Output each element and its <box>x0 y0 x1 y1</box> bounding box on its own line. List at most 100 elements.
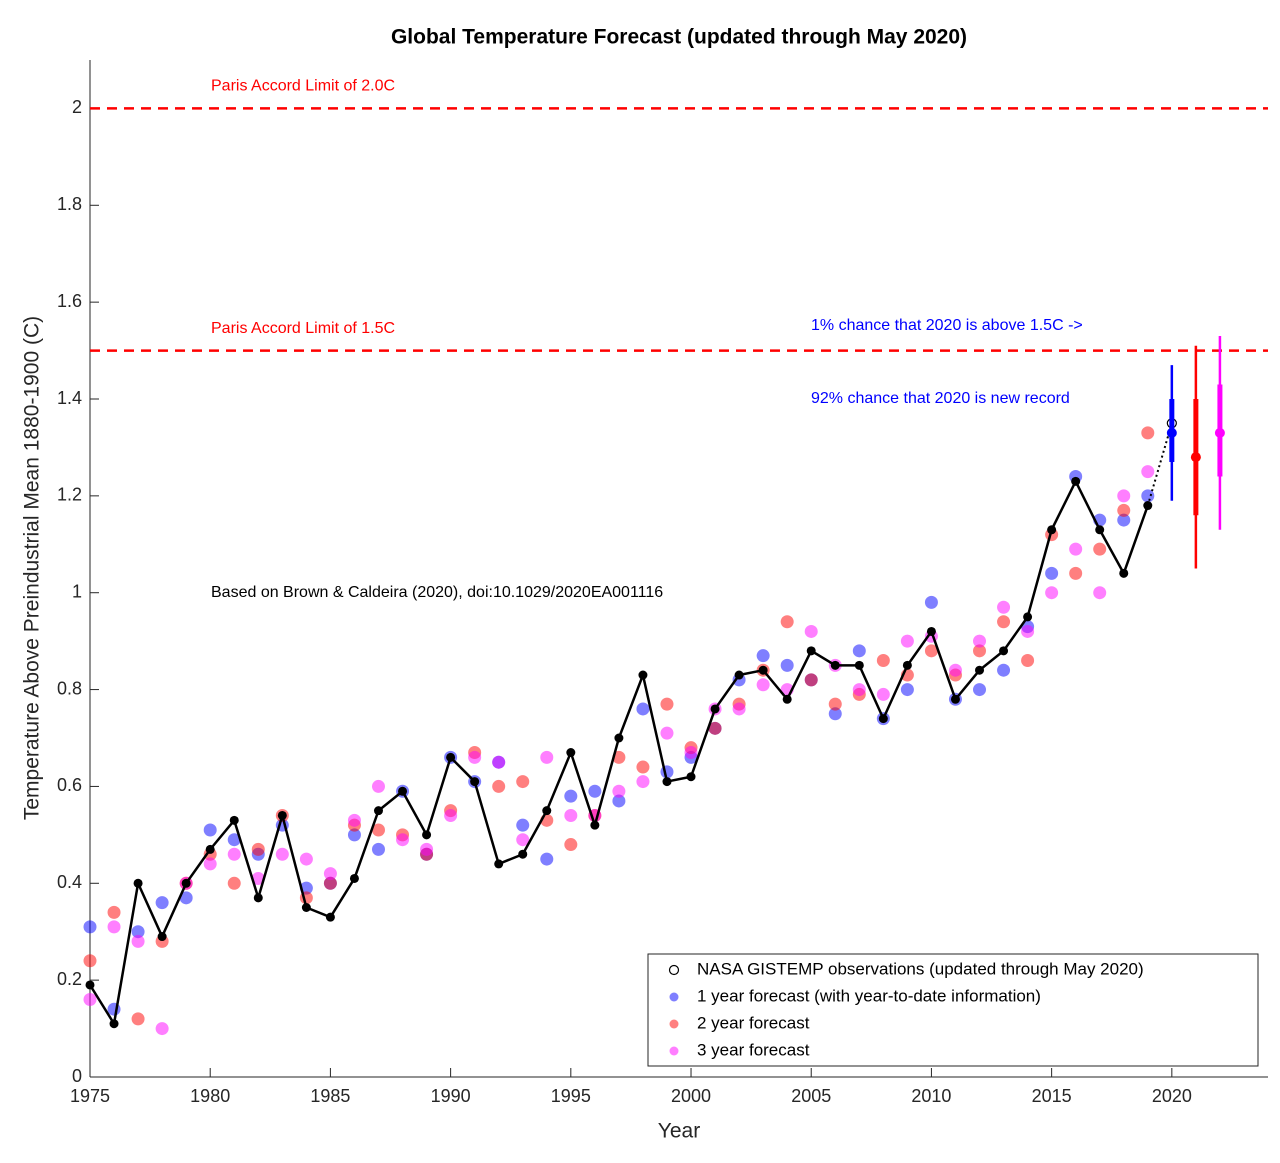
forecast-point <box>564 789 578 803</box>
forecast-point <box>1117 489 1131 503</box>
legend-marker <box>669 1019 679 1029</box>
forecast-point <box>564 838 578 852</box>
forecast-point <box>227 847 241 861</box>
forecast-point <box>1093 586 1107 600</box>
legend-label: 3 year forecast <box>697 1040 810 1059</box>
x-tick-label: 1995 <box>551 1086 591 1106</box>
forecast-point <box>444 808 458 822</box>
y-tick-label: 0.8 <box>57 678 82 698</box>
forecast-point <box>227 833 241 847</box>
annotation: Based on Brown & Caldeira (2020), doi:10… <box>211 584 663 601</box>
forecast-value <box>1166 427 1177 438</box>
observation-point <box>301 903 311 912</box>
forecast-point <box>1093 542 1107 556</box>
legend-box <box>647 953 1259 1067</box>
forecast-point <box>203 823 217 837</box>
forecast-point <box>973 683 987 697</box>
forecast-point <box>396 833 410 847</box>
reference-label: Paris Accord Limit of 2.0C <box>211 78 395 95</box>
observation-point <box>181 878 191 888</box>
forecast-point <box>780 658 794 672</box>
forecast-point <box>540 852 554 866</box>
forecast-point <box>1117 503 1131 517</box>
y-tick-label: 0 <box>72 1066 82 1086</box>
forecast-point <box>636 775 650 789</box>
observation-point <box>566 748 576 758</box>
chart-title: Global Temperature Forecast (updated thr… <box>391 26 967 49</box>
forecast-point <box>876 687 890 701</box>
forecast-point <box>203 857 217 871</box>
observation-point <box>1047 525 1057 535</box>
forecast-point <box>371 823 385 837</box>
x-tick-label: 2020 <box>1152 1086 1192 1106</box>
x-tick-label: 2015 <box>1032 1086 1072 1106</box>
forecast-point <box>420 842 434 856</box>
observation-point <box>878 714 888 724</box>
observation-point <box>422 830 432 840</box>
observation-point <box>109 1019 119 1029</box>
x-tick-label: 1985 <box>310 1086 350 1106</box>
forecast-point <box>155 896 169 910</box>
forecast-point <box>227 876 241 890</box>
forecast-point <box>516 818 530 832</box>
observation-point <box>1071 476 1081 486</box>
forecast-point <box>323 867 337 881</box>
forecast-point <box>516 775 530 789</box>
forecast-value <box>1190 452 1201 463</box>
forecast-point <box>347 813 361 827</box>
legend-label: 1 year forecast (with year-to-date infor… <box>697 986 1041 1005</box>
x-tick-label: 2000 <box>671 1086 711 1106</box>
forecast-point <box>997 615 1011 629</box>
forecast-point <box>131 1012 145 1026</box>
forecast-point <box>1069 566 1083 580</box>
forecast-point <box>179 891 193 905</box>
observation-point <box>325 912 335 922</box>
forecast-point <box>1021 654 1035 668</box>
forecast-point <box>347 828 361 842</box>
forecast-point <box>924 595 938 609</box>
forecast-point <box>1045 586 1059 600</box>
forecast-point <box>371 842 385 856</box>
forecast-point <box>155 1022 169 1036</box>
x-tick-label: 2005 <box>791 1086 831 1106</box>
forecast-point <box>492 755 506 769</box>
y-tick-label: 1.8 <box>57 194 82 214</box>
observation-point <box>277 810 287 820</box>
forecast-point <box>107 1002 121 1016</box>
forecast-point <box>1141 465 1155 479</box>
observation-point <box>373 806 383 816</box>
legend-marker <box>669 1046 679 1056</box>
observation-point <box>710 704 720 714</box>
y-tick-label: 0.2 <box>57 969 82 989</box>
forecast-point <box>323 876 337 890</box>
forecast-point <box>492 779 506 793</box>
y-axis-label: Temperature Above Preindustrial Mean 188… <box>21 316 44 820</box>
forecast-point <box>973 644 987 658</box>
legend-label: 2 year forecast <box>697 1013 810 1032</box>
observation-point <box>662 777 672 787</box>
forecast-point <box>251 842 265 856</box>
y-tick-label: 0.4 <box>57 872 82 892</box>
forecast-point <box>660 726 674 740</box>
forecast-point <box>299 852 313 866</box>
observation-point <box>85 980 95 990</box>
forecast-point <box>804 624 818 638</box>
forecast-point <box>564 808 578 822</box>
observation-point <box>229 815 239 825</box>
x-tick-label: 1980 <box>190 1086 230 1106</box>
forecast-point <box>1069 542 1083 556</box>
observation-point <box>950 694 960 704</box>
observation-point <box>854 660 864 670</box>
forecast-point <box>107 920 121 934</box>
x-tick-label: 2010 <box>911 1086 951 1106</box>
forecast-point <box>107 905 121 919</box>
y-tick-label: 1.2 <box>57 485 82 505</box>
forecast-point <box>852 683 866 697</box>
forecast-point <box>1117 513 1131 527</box>
legend-marker <box>668 964 680 976</box>
observation-point <box>398 786 408 796</box>
forecast-point <box>732 702 746 716</box>
observation-point <box>349 873 359 883</box>
observation-point <box>590 820 600 830</box>
